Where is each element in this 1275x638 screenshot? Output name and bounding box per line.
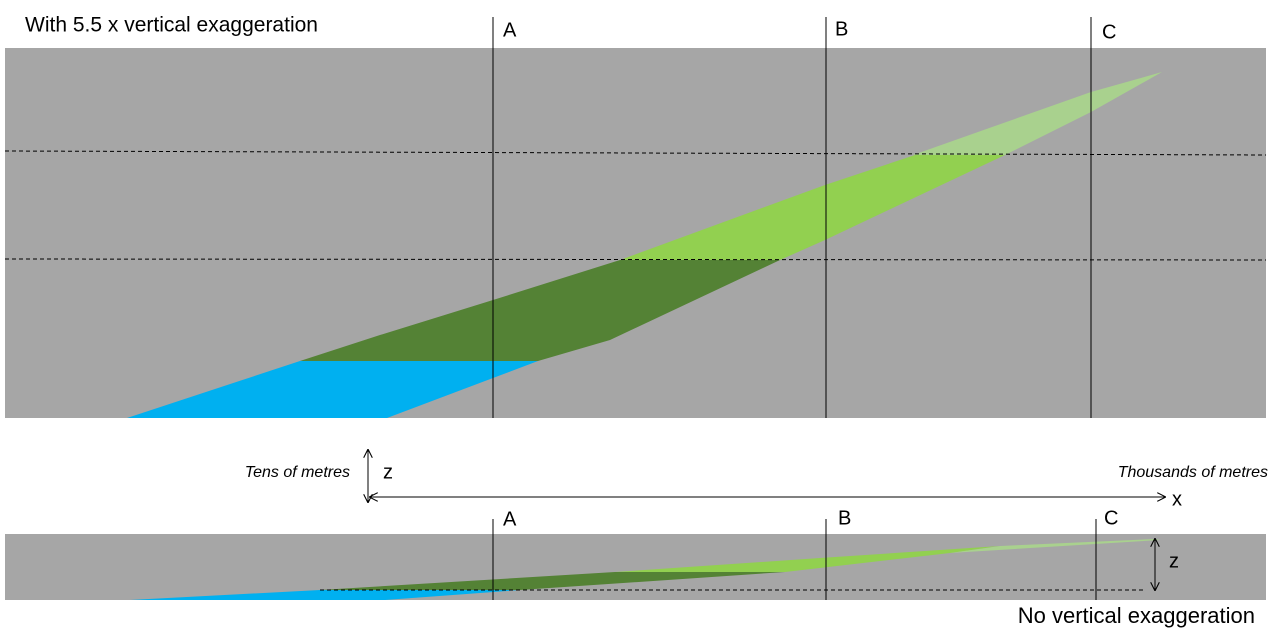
x-label: Thousands of metres — [1118, 464, 1268, 481]
blue-layer — [127, 361, 538, 418]
pale-green-layer — [950, 539, 1160, 553]
section-label: B — [835, 18, 848, 40]
section-label: C — [1104, 507, 1118, 529]
section-label: B — [838, 507, 851, 529]
title: With 5.5 x vertical exaggeration — [25, 14, 318, 37]
dark-green-layer — [320, 572, 785, 590]
green-layer — [615, 546, 1000, 572]
section-label: A — [503, 508, 517, 530]
dark-green-layer — [300, 260, 780, 361]
dashed-line — [4, 258, 1267, 261]
blue-layer — [130, 590, 520, 600]
section-label: C — [1102, 21, 1116, 43]
green-layer — [620, 155, 1005, 260]
section-label: A — [503, 19, 517, 41]
caption: No vertical exaggeration — [1018, 603, 1255, 628]
pale-green-layer — [913, 72, 1162, 155]
z-label: Tens of metres — [245, 464, 350, 481]
z-symbol: z — [1169, 550, 1179, 572]
dashed-line — [4, 150, 1267, 156]
x-symbol: x — [1172, 488, 1182, 510]
z-symbol: z — [383, 461, 393, 483]
